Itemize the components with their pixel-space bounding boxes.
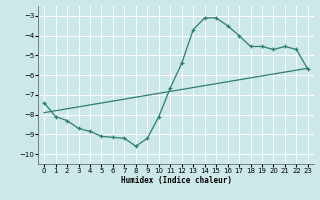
X-axis label: Humidex (Indice chaleur): Humidex (Indice chaleur) xyxy=(121,176,231,185)
